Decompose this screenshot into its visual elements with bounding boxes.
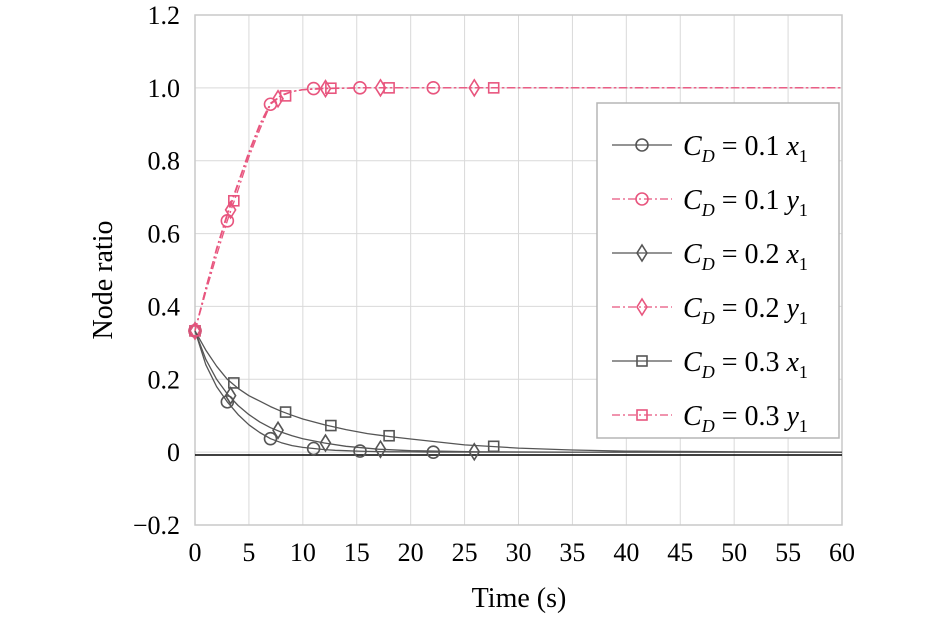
- data-point: [319, 79, 332, 99]
- data-point: [188, 324, 202, 338]
- y-tick-label: 1.2: [148, 1, 181, 30]
- legend-label: CD = 0.2 x1: [683, 239, 808, 274]
- legend-entry: CD = 0.2 x1: [612, 239, 808, 274]
- data-point: [426, 445, 441, 459]
- y-tick-label: 1.0: [148, 74, 181, 103]
- legend-label: CD = 0.1 y1: [683, 185, 808, 220]
- legend: CD = 0.1 x1 CD = 0.1 y1 CD = 0.2 x1 CD = 0.…: [596, 102, 840, 439]
- series-6: [189, 82, 842, 337]
- x-tick-label: 45: [667, 538, 693, 567]
- x-tick-label: 25: [452, 538, 478, 567]
- data-point: [306, 441, 321, 456]
- legend-marker: [635, 138, 649, 152]
- y-tick-label: 0: [167, 438, 180, 467]
- legend-marker: [636, 297, 648, 317]
- data-point: [272, 420, 284, 440]
- data-point: [279, 90, 292, 102]
- data-point: [279, 406, 292, 418]
- data-point: [468, 78, 481, 98]
- y-tick-label: −0.2: [133, 511, 180, 540]
- y-tick-label: 0.6: [148, 220, 181, 249]
- data-point: [263, 431, 278, 446]
- data-point: [325, 419, 337, 432]
- data-point: [468, 442, 481, 462]
- legend-entry: CD = 0.3 y1: [612, 401, 808, 436]
- legend-box: [596, 102, 840, 439]
- data-point: [353, 444, 367, 458]
- plot-area-frame: [194, 14, 843, 526]
- legend-marker: [636, 243, 648, 263]
- legend-label: CD = 0.2 y1: [683, 293, 808, 328]
- x-tick-label: 0: [189, 538, 202, 567]
- legend-label: CD = 0.3 x1: [683, 347, 808, 382]
- data-point: [383, 429, 395, 442]
- y-tick-label: 0.2: [148, 365, 181, 394]
- legend-entry: CD = 0.1 y1: [612, 185, 808, 220]
- tick-labels: 0 5 10 15 20 25 30 35 40 45 50 55 60 −0.2 0 0.2 0.4 0.6 0.…: [133, 1, 855, 567]
- data-point: [383, 82, 395, 94]
- series-line: [194, 330, 843, 453]
- x-axis-title: Time (s): [472, 583, 567, 614]
- data-point: [224, 386, 237, 406]
- x-tick-label: 20: [398, 538, 424, 567]
- x-tick-label: 60: [829, 538, 855, 567]
- legend-marker: [635, 192, 649, 206]
- x-tick-label: 35: [559, 538, 585, 567]
- data-point: [220, 395, 235, 409]
- legend-entry: CD = 0.3 x1: [612, 347, 808, 382]
- legend-entry: CD = 0.1 x1: [612, 131, 808, 166]
- x-tick-label: 15: [344, 538, 370, 567]
- x-tick-label: 40: [613, 538, 639, 567]
- legend-entry: CD = 0.2 y1: [612, 293, 808, 328]
- y-tick-label: 0.8: [148, 147, 181, 176]
- data-point: [272, 89, 284, 109]
- legend-marker: [636, 409, 648, 421]
- data-point: [325, 82, 337, 95]
- x-tick-label: 10: [290, 538, 316, 567]
- y-tick-label: 0.4: [148, 292, 181, 321]
- data-point: [189, 321, 201, 341]
- legend-marker: [636, 355, 648, 367]
- data-point: [487, 82, 500, 94]
- series-line: [194, 330, 842, 453]
- series-layer: [188, 78, 843, 462]
- data-point: [374, 439, 387, 459]
- data-point: [228, 194, 240, 207]
- data-point: [319, 433, 332, 453]
- x-tick-label: 5: [242, 538, 255, 567]
- y-axis-title: Node ratio: [88, 221, 119, 340]
- data-point: [228, 377, 240, 389]
- data-point: [189, 325, 201, 337]
- data-point: [220, 214, 235, 228]
- x-tick-label: 30: [506, 538, 532, 567]
- data-point: [224, 200, 237, 220]
- data-point: [487, 440, 500, 453]
- x-tick-label: 50: [721, 538, 747, 567]
- legend-label: CD = 0.3 y1: [683, 401, 808, 436]
- legend-label: CD = 0.1 x1: [683, 131, 808, 166]
- x-tick-label: 55: [775, 538, 801, 567]
